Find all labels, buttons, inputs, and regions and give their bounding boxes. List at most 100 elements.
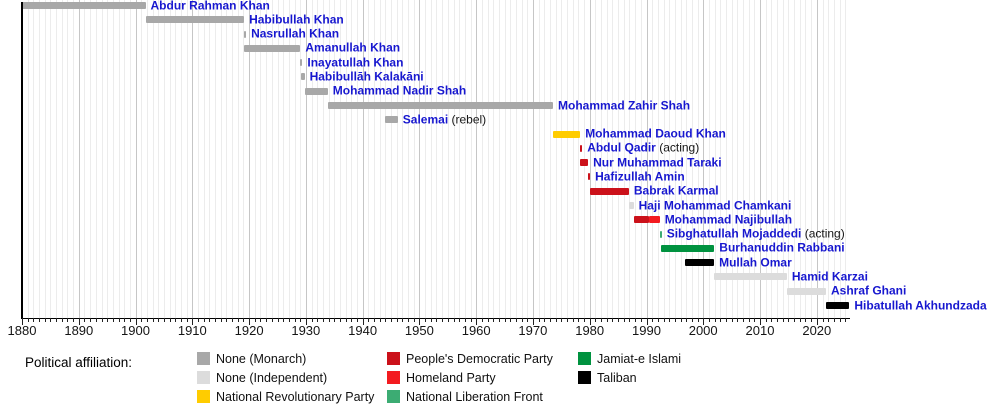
leader-name[interactable]: Abdur Rahman Khan — [150, 0, 270, 12]
gridline — [584, 0, 585, 318]
leader-link[interactable]: Nur Muhammad Taraki — [593, 156, 721, 169]
leader-name[interactable]: Amanullah Khan — [305, 40, 401, 55]
axis-tick — [629, 318, 631, 322]
leader-link[interactable]: Mullah Omar — [719, 256, 792, 269]
leader-suffix: (rebel) — [448, 112, 487, 127]
timeline-bar — [145, 16, 245, 24]
leader-name[interactable]: Inayatullah Khan — [307, 55, 404, 70]
leader-name[interactable]: Hafizullah Amin — [595, 169, 685, 184]
axis-tick — [680, 318, 682, 322]
axis-tick — [283, 318, 285, 322]
leader-link[interactable]: Burhanuddin Rabbani — [719, 240, 845, 255]
leader-link[interactable]: Habibullah Khan — [249, 13, 344, 26]
leader-link[interactable]: Sibghatullah Mojaddedi (acting) — [666, 226, 845, 241]
legend-item: Jamiat-e Islami — [578, 352, 681, 366]
axis-tick — [521, 318, 523, 322]
gridline — [640, 0, 642, 318]
gridline — [317, 0, 319, 318]
leader-link[interactable]: Abdul Qadir (acting) — [587, 140, 699, 155]
axis-tick — [669, 318, 671, 322]
leader-link[interactable]: Mohammad Daoud Khan — [585, 126, 726, 141]
gridline — [118, 0, 120, 318]
gridline — [95, 0, 97, 318]
gridline — [697, 0, 699, 318]
leader-name[interactable]: Nur Muhammad Taraki — [593, 155, 722, 170]
leader-name[interactable]: Sibghatullah Mojaddedi — [666, 226, 802, 241]
leader-name[interactable]: Habibullah Khan — [249, 12, 344, 27]
gridline — [567, 0, 568, 318]
axis-tick — [510, 318, 512, 322]
leader-link[interactable]: Hibatullah Akhundzada — [854, 299, 986, 312]
leader-link[interactable]: Mohammad Najibullah — [665, 213, 792, 226]
leader-link[interactable]: Babrak Karmal — [633, 183, 719, 198]
leader-link[interactable]: Abdur Rahman Khan — [151, 0, 270, 12]
leader-name[interactable]: Burhanuddin Rabbani — [719, 240, 845, 255]
leader-link[interactable]: Inayatullah Khan — [307, 56, 403, 69]
leader-name[interactable]: Mohammad Zahir Shah — [558, 98, 691, 112]
timeline-bar — [684, 259, 715, 267]
gridline — [425, 0, 427, 318]
timeline-bar — [649, 216, 660, 224]
leader-name[interactable]: Habibullāh Kalakāni — [309, 69, 424, 84]
axis-tick — [697, 318, 699, 322]
gridline — [73, 0, 75, 318]
gridline — [56, 0, 58, 318]
leader-link[interactable]: Hamid Karzai — [792, 270, 868, 283]
leader-link[interactable]: Mohammad Nadir Shah — [332, 83, 467, 98]
leader-name[interactable]: Babrak Karmal — [633, 183, 719, 198]
leader-link[interactable]: Hafizullah Amin — [595, 170, 685, 183]
axis-tick — [657, 318, 659, 322]
axis-tick — [425, 318, 427, 322]
leader-name[interactable]: Nasrullah Khan — [251, 26, 340, 41]
gridline — [305, 0, 307, 318]
leader-link[interactable]: Ashraf Ghani — [831, 283, 907, 298]
gridline — [504, 0, 506, 318]
axis-tick — [447, 318, 449, 322]
leader-name[interactable]: Mohammad Nadir Shah — [332, 83, 467, 98]
axis-tick — [50, 318, 52, 322]
axis-tick — [481, 318, 483, 322]
leader-link[interactable]: Mohammad Zahir Shah — [558, 99, 690, 112]
legend-item-label: Taliban — [597, 370, 637, 385]
leader-link[interactable]: Salemai (rebel) — [403, 113, 486, 126]
gridline — [453, 0, 455, 318]
gridline — [487, 0, 489, 318]
axis-tick — [584, 318, 585, 322]
leader-name[interactable]: Ashraf Ghani — [831, 283, 907, 298]
gridline — [822, 0, 824, 318]
gridline — [691, 0, 693, 318]
axis-tick — [720, 318, 722, 322]
axis-tick — [61, 318, 63, 322]
gridline — [816, 0, 818, 318]
gridline — [799, 0, 801, 318]
legend-item-label: Homeland Party — [406, 370, 496, 385]
leader-link[interactable]: Nasrullah Khan — [251, 26, 340, 41]
leader-link[interactable]: Haji Mohammad Chamkani — [639, 199, 792, 212]
leader-name[interactable]: Haji Mohammad Chamkani — [638, 198, 792, 212]
gridline — [731, 0, 733, 318]
leader-name[interactable]: Mullah Omar — [719, 255, 792, 270]
gridline — [33, 0, 35, 318]
leader-name[interactable]: Salemai — [402, 112, 449, 127]
legend-column: None (Monarch) None (Independent) National… — [197, 352, 374, 404]
axis-tick — [504, 318, 506, 322]
gridline — [527, 0, 529, 318]
timeline-bar — [300, 73, 305, 81]
leader-name[interactable]: Abdul Qadir — [587, 140, 656, 155]
leader-name[interactable]: Hamid Karzai — [791, 269, 868, 284]
axis-tick — [731, 318, 733, 322]
leader-link[interactable]: Amanullah Khan — [305, 40, 401, 55]
leader-name[interactable]: Mohammad Daoud Khan — [585, 126, 726, 141]
leader-link[interactable]: Habibullāh Kalakāni — [310, 70, 424, 83]
gridline — [27, 0, 29, 318]
gridline — [442, 0, 444, 318]
leader-name[interactable]: Hibatullah Akhundzada — [854, 298, 987, 312]
axis-tick — [555, 318, 557, 322]
gridline — [743, 0, 744, 318]
axis-tick — [493, 318, 495, 322]
gridline — [578, 0, 580, 318]
axis-tick — [203, 318, 205, 322]
axis-tick — [294, 318, 296, 322]
timeline-bar — [660, 244, 715, 252]
leader-name[interactable]: Mohammad Najibullah — [664, 212, 793, 227]
